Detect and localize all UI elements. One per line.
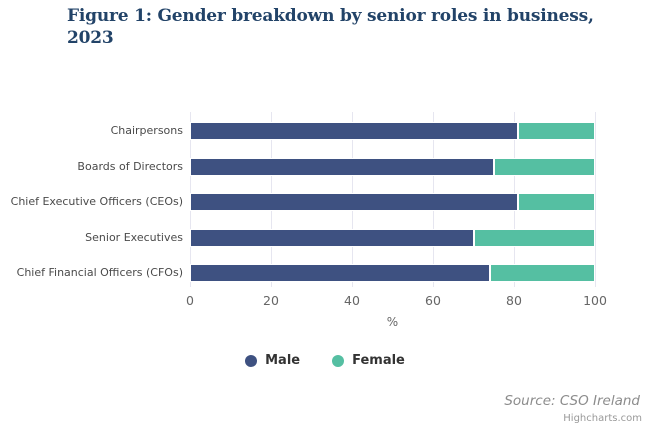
bar-row xyxy=(190,157,595,176)
bar-row xyxy=(190,228,595,247)
plot-area xyxy=(190,112,596,287)
bar-row xyxy=(190,122,595,140)
legend-label-male: Male xyxy=(265,353,301,368)
legend-item-female[interactable]: Female xyxy=(332,353,405,368)
legend-label-female: Female xyxy=(352,353,405,368)
legend-item-male[interactable]: Male xyxy=(245,353,300,368)
female-bar-segment[interactable] xyxy=(518,193,595,211)
category-label: Chief Financial Officers (CFOs) xyxy=(16,266,183,279)
x-tick-label: 20 xyxy=(263,293,279,308)
x-tick-label: 0 xyxy=(186,293,194,308)
x-tick-label: 80 xyxy=(506,293,522,308)
chart-title: Figure 1: Gender breakdown by senior rol… xyxy=(67,6,594,48)
x-axis-title: % xyxy=(386,315,399,329)
male-bar-segment[interactable] xyxy=(190,122,519,140)
y-axis-category-labels: Chairpersons Boards of Directors Chief Exe… xyxy=(0,112,183,287)
female-legend-marker-icon xyxy=(332,354,345,367)
category-label: Senior Executives xyxy=(85,230,183,244)
bar-row xyxy=(190,264,595,282)
category-label: Chairpersons xyxy=(110,124,183,137)
gridline-100 xyxy=(595,112,596,287)
male-bar-segment[interactable] xyxy=(190,264,490,282)
male-bar-segment[interactable] xyxy=(190,157,494,176)
bar-row xyxy=(190,193,595,211)
female-bar-segment[interactable] xyxy=(489,264,595,282)
highcharts-credits-link[interactable]: Highcharts.com xyxy=(563,413,642,424)
female-bar-segment[interactable] xyxy=(493,157,595,176)
female-bar-segment[interactable] xyxy=(518,122,595,140)
x-tick-label: 40 xyxy=(344,293,360,308)
male-bar-segment[interactable] xyxy=(190,193,519,211)
source-note: Source: CSO Ireland xyxy=(504,393,640,409)
male-legend-marker-icon xyxy=(245,354,258,367)
category-label: Boards of Directors xyxy=(77,159,183,173)
female-bar-segment[interactable] xyxy=(473,228,595,247)
legend: Male Female xyxy=(0,353,650,368)
male-bar-segment[interactable] xyxy=(190,228,474,247)
category-label: Chief Executive Officers (CEOs) xyxy=(10,195,183,208)
x-tick-label: 100 xyxy=(583,293,607,308)
x-tick-label: 60 xyxy=(425,293,441,308)
